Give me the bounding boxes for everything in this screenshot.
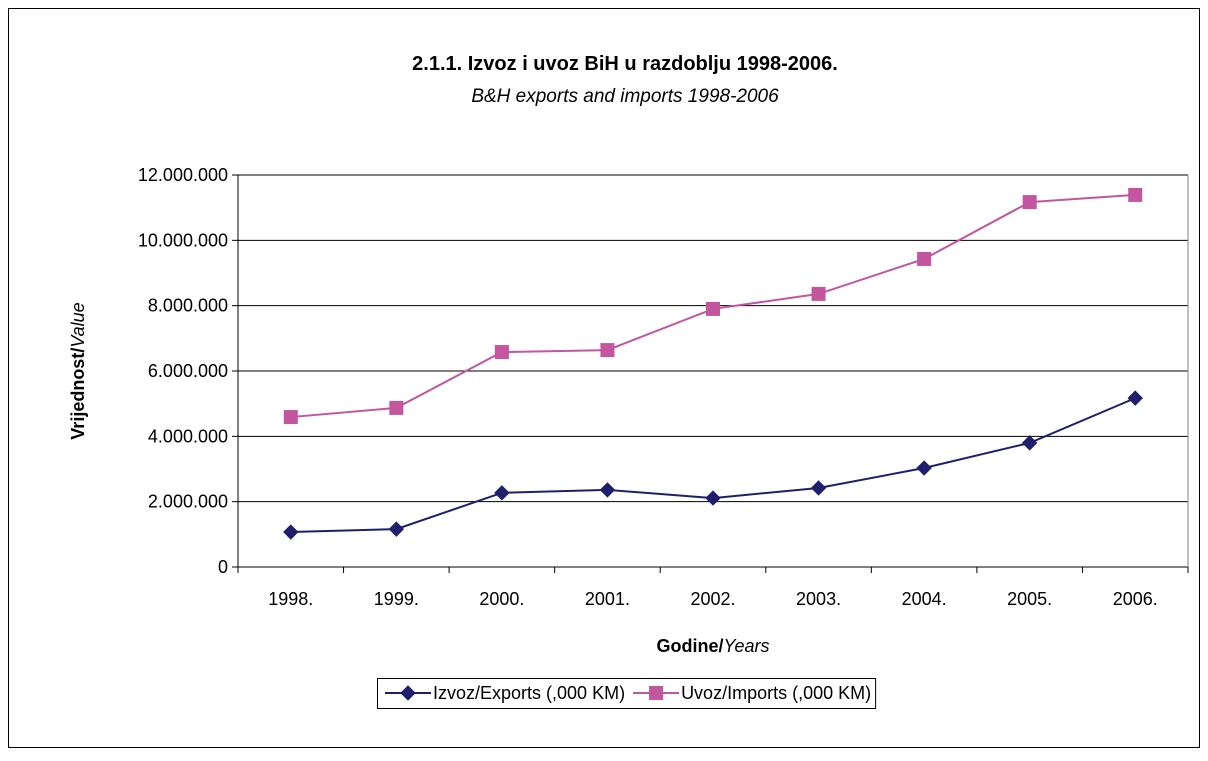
- chart-title: 2.1.1. Izvoz i uvoz BiH u razdoblju 1998…: [412, 53, 838, 75]
- data-point: [600, 343, 615, 358]
- data-point: [811, 286, 826, 301]
- y-tick-label: 10.000.000: [138, 230, 228, 250]
- data-point: [917, 251, 932, 266]
- legend-label: Uvoz/Imports (,000 KM): [681, 683, 871, 703]
- x-tick-label: 2005.: [1007, 589, 1052, 609]
- y-axis-label-bold: Vrijednost/: [68, 348, 88, 440]
- y-axis-label-italic: Value: [68, 302, 88, 347]
- data-point: [388, 521, 405, 537]
- x-tick-label: 2001.: [585, 589, 630, 609]
- data-point: [1127, 390, 1143, 406]
- data-point: [916, 460, 932, 476]
- data-point: [599, 482, 616, 498]
- data-point: [494, 345, 509, 360]
- y-tick-label: 8.000.000: [148, 296, 228, 316]
- legend-label: Izvoz/Exports (,000 KM): [433, 683, 625, 703]
- x-tick-label: 1998.: [268, 589, 313, 609]
- x-tick-label: 1999.: [374, 589, 419, 609]
- x-tick-label: 2006.: [1113, 589, 1158, 609]
- y-tick-label: 0: [218, 557, 228, 577]
- y-tick-label: 6.000.000: [148, 361, 228, 381]
- data-point: [1022, 195, 1037, 210]
- data-point: [810, 480, 827, 496]
- x-axis-label-italic: Years: [723, 636, 769, 656]
- data-point: [1021, 435, 1038, 451]
- legend-marker: [400, 685, 416, 701]
- y-tick-label: 2.000.000: [148, 492, 228, 512]
- x-axis-label-bold: Godine/: [656, 636, 723, 656]
- legend-box: [377, 678, 877, 709]
- legend-marker: [649, 686, 664, 700]
- x-tick-label: 2003.: [796, 589, 841, 609]
- data-point: [706, 301, 720, 316]
- data-point: [705, 490, 721, 506]
- x-axis-label: Godine/Years: [656, 636, 769, 656]
- x-tick-label: 2004.: [902, 589, 947, 609]
- y-tick-label: 4.000.000: [148, 426, 228, 446]
- chart-subtitle: B&H exports and imports 1998-2006: [471, 86, 779, 107]
- data-point: [494, 485, 510, 501]
- data-point: [1128, 187, 1143, 202]
- data-point: [283, 524, 299, 540]
- x-tick-label: 2000.: [479, 589, 524, 609]
- y-tick-label: 12.000.000: [138, 165, 228, 185]
- x-tick-label: 2002.: [690, 589, 735, 609]
- chart-frame: [8, 8, 1200, 748]
- data-point: [389, 400, 404, 415]
- y-axis-label: Vrijednost/Value: [68, 302, 88, 439]
- legend: Izvoz/Exports (,000 KM) Uvoz/Imports (,00…: [377, 678, 877, 709]
- data-point: [283, 410, 298, 425]
